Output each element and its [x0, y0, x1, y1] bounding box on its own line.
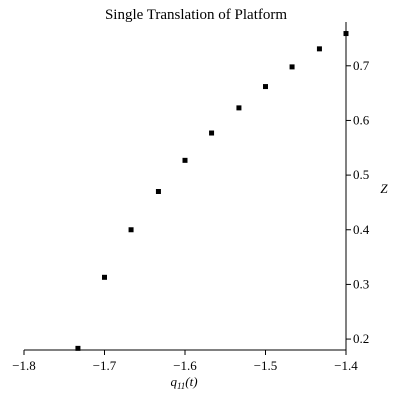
y-tick-label: 0.3 [353, 276, 369, 291]
data-point [343, 31, 349, 37]
x-tick-label: −1.8 [12, 358, 36, 373]
data-point [316, 46, 322, 52]
y-axis-ticks: 0.2 0.3 0.4 0.5 0.6 0.7 [346, 58, 370, 346]
y-tick-label: 0.2 [353, 331, 369, 346]
y-tick-label: 0.4 [353, 222, 370, 237]
x-axis-ticks: −1.8 −1.7 −1.6 −1.5 −1.4 [12, 350, 358, 373]
data-point [289, 64, 295, 70]
data-point [182, 157, 188, 163]
chart-title: Single Translation of Platform [105, 7, 287, 23]
x-tick-label: −1.5 [254, 358, 278, 373]
y-tick-label: 0.5 [353, 167, 369, 182]
data-point [155, 189, 161, 194]
x-tick-label: −1.4 [334, 358, 358, 373]
x-axis-title-base: q [170, 374, 177, 389]
y-tick-label: 0.6 [353, 112, 370, 127]
y-tick-label: 0.7 [353, 58, 370, 73]
data-point [209, 130, 215, 136]
x-axis-title-suffix: (t) [185, 374, 197, 389]
x-tick-label: −1.7 [93, 358, 117, 373]
x-axis-title: q11(t) [170, 374, 197, 391]
data-point [236, 105, 242, 111]
data-point [263, 84, 268, 90]
y-axis-title: Z [380, 181, 388, 196]
data-points [75, 31, 349, 351]
data-point [128, 227, 134, 233]
data-point [75, 345, 81, 351]
data-point [102, 274, 107, 280]
x-axis-title-subscript: 11 [177, 381, 185, 391]
x-tick-label: −1.6 [173, 358, 197, 373]
